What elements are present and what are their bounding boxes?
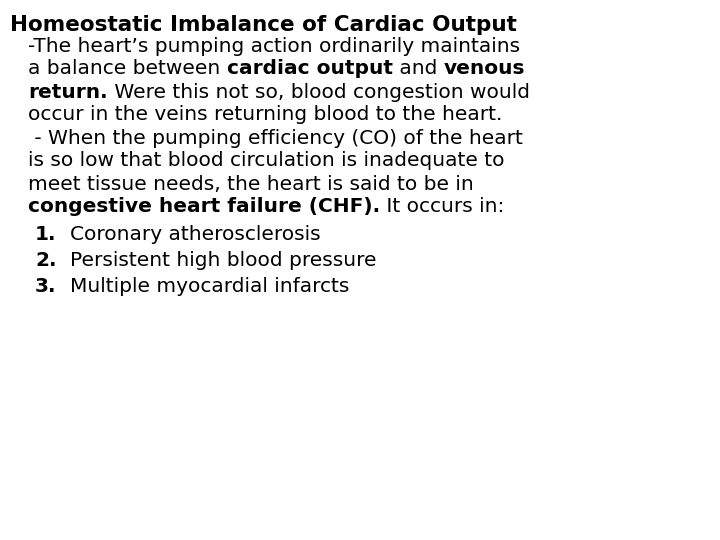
Text: Coronary atherosclerosis: Coronary atherosclerosis <box>70 225 320 244</box>
Text: congestive heart failure (CHF).: congestive heart failure (CHF). <box>28 198 380 217</box>
Text: Multiple myocardial infarcts: Multiple myocardial infarcts <box>70 276 349 295</box>
Text: 3.: 3. <box>35 276 56 295</box>
Text: is so low that blood circulation is inadequate to: is so low that blood circulation is inad… <box>28 152 505 171</box>
Text: venous: venous <box>444 59 525 78</box>
Text: -The heart’s pumping action ordinarily maintains: -The heart’s pumping action ordinarily m… <box>28 37 520 56</box>
Text: return.: return. <box>28 83 107 102</box>
Text: occur in the veins returning blood to the heart.: occur in the veins returning blood to th… <box>28 105 503 125</box>
Text: 2.: 2. <box>35 251 56 269</box>
Text: meet tissue needs, the heart is said to be in: meet tissue needs, the heart is said to … <box>28 174 474 193</box>
Text: cardiac output: cardiac output <box>227 59 392 78</box>
Text: and: and <box>392 59 444 78</box>
Text: 1.: 1. <box>35 225 56 244</box>
Text: Were this not so, blood congestion would: Were this not so, blood congestion would <box>107 83 530 102</box>
Text: It occurs in:: It occurs in: <box>380 198 505 217</box>
Text: Persistent high blood pressure: Persistent high blood pressure <box>70 251 377 269</box>
Text: - When the pumping efficiency (CO) of the heart: - When the pumping efficiency (CO) of th… <box>28 129 523 147</box>
Text: a balance between: a balance between <box>28 59 227 78</box>
Text: Homeostatic Imbalance of Cardiac Output: Homeostatic Imbalance of Cardiac Output <box>10 15 517 35</box>
